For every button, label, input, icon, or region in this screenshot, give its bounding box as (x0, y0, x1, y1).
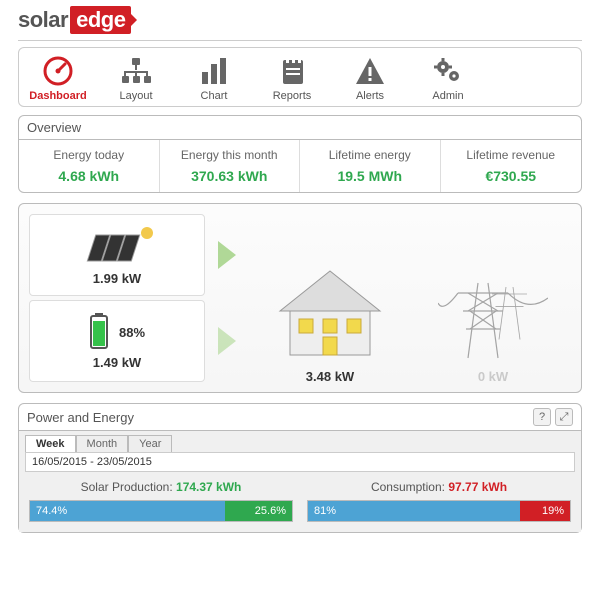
nav-dashboard[interactable]: Dashboard (19, 48, 97, 106)
house-box: 3.48 kW (247, 212, 413, 384)
overview-value: 19.5 MWh (306, 168, 434, 184)
overview-grid: Energy today 4.68 kWh Energy this month 370… (19, 140, 581, 192)
production-bar-self: 74.4% (30, 501, 225, 521)
power-energy-panel: Power and Energy ? ⤢ WeekMonthYear 16/05… (18, 403, 582, 533)
production-column: Solar Production: 174.37 kWh 74.4% 25.6% (29, 480, 293, 522)
brand-logo: solar edge (18, 6, 131, 34)
nav-chart[interactable]: Chart (175, 48, 253, 106)
production-bar-export: 25.6% (225, 501, 292, 521)
battery-box: 88% 1.49 kW (29, 300, 205, 382)
nav-label: Alerts (331, 90, 409, 102)
overview-label: Energy today (25, 148, 153, 162)
overview-cell: Energy today 4.68 kWh (19, 140, 160, 192)
logo-bar: solar edge (18, 4, 582, 41)
consumption-bar: 81% 19% (307, 500, 571, 522)
overview-cell: Energy this month 370.63 kWh (160, 140, 301, 192)
consumption-column: Consumption: 97.77 kWh 81% 19% (307, 480, 571, 522)
warning-icon (331, 54, 409, 88)
date-range: 16/05/2015 - 23/05/2015 (25, 452, 575, 472)
grid-box: 0 kW (413, 212, 573, 384)
consumption-label: Consumption: (371, 480, 445, 494)
overview-value: €730.55 (447, 168, 576, 184)
nav-label: Dashboard (19, 90, 97, 102)
nav-reports[interactable]: Reports (253, 48, 331, 106)
main-nav: DashboardLayoutChartReportsAlertsAdmin (18, 47, 582, 107)
flow-arrows (207, 212, 247, 384)
overview-label: Lifetime revenue (447, 148, 576, 162)
power-energy-title: Power and Energy (27, 410, 134, 425)
consumption-bar-self: 81% (308, 501, 520, 521)
nav-layout[interactable]: Layout (97, 48, 175, 106)
overview-label: Lifetime energy (306, 148, 434, 162)
power-grid-icon (438, 263, 548, 363)
logo-text-solar: solar (18, 7, 68, 33)
period-tabs: WeekMonthYear (25, 435, 575, 452)
nav-label: Layout (97, 90, 175, 102)
overview-panel: Overview Energy today 4.68 kWh Energy this… (18, 115, 582, 193)
overview-value: 4.68 kWh (25, 168, 153, 184)
export-icon[interactable]: ⤢ (555, 408, 573, 426)
notebook-icon (253, 54, 331, 88)
battery-power-value: 1.49 kW (93, 355, 141, 370)
house-icon (265, 263, 395, 363)
tab-year[interactable]: Year (128, 435, 172, 452)
consumption-bar-import: 19% (520, 501, 570, 521)
battery-icon (89, 313, 109, 349)
nav-admin[interactable]: Admin (409, 48, 487, 106)
overview-cell: Lifetime energy 19.5 MWh (300, 140, 441, 192)
help-icon[interactable]: ? (533, 408, 551, 426)
logo-text-edge: edge (70, 6, 131, 34)
gauge-icon (19, 54, 97, 88)
arrow-icon (218, 327, 236, 355)
nav-label: Chart (175, 90, 253, 102)
solar-panel-icon (77, 225, 157, 265)
nav-label: Admin (409, 90, 487, 102)
nav-label: Reports (253, 90, 331, 102)
overview-title: Overview (19, 116, 581, 140)
arrow-icon (218, 241, 236, 269)
tab-week[interactable]: Week (25, 435, 76, 452)
production-label: Solar Production: (81, 480, 173, 494)
nav-alerts[interactable]: Alerts (331, 48, 409, 106)
gears-icon (409, 54, 487, 88)
solar-power-value: 1.99 kW (93, 271, 141, 286)
overview-cell: Lifetime revenue €730.55 (441, 140, 582, 192)
power-flow-diagram: 1.99 kW 88% 1.49 kW (18, 203, 582, 393)
tab-month[interactable]: Month (76, 435, 129, 452)
overview-label: Energy this month (166, 148, 294, 162)
hierarchy-icon (97, 54, 175, 88)
production-value: 174.37 kWh (176, 480, 241, 494)
house-power-value: 3.48 kW (306, 369, 354, 384)
consumption-value: 97.77 kWh (448, 480, 507, 494)
grid-power-value: 0 kW (478, 369, 508, 384)
production-bar: 74.4% 25.6% (29, 500, 293, 522)
overview-value: 370.63 kWh (166, 168, 294, 184)
solar-panel-box: 1.99 kW (29, 214, 205, 296)
battery-pct: 88% (119, 325, 145, 340)
bars-icon (175, 54, 253, 88)
